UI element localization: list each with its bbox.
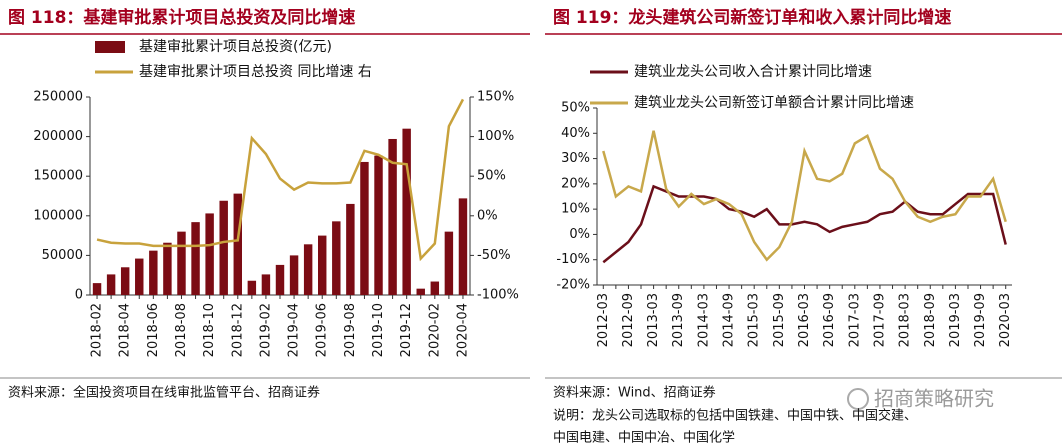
y-tick-label: 20% bbox=[561, 176, 590, 191]
x-tick-label: 2016-03 bbox=[797, 293, 812, 347]
bar bbox=[275, 264, 285, 295]
y-tick-label: -20% bbox=[556, 278, 590, 293]
x-tick-label: 2020-03 bbox=[998, 293, 1013, 347]
x-tick-label: 2018-09 bbox=[923, 293, 938, 347]
x-tick-label: 2015-03 bbox=[747, 293, 762, 347]
x-tick-label: 2012-09 bbox=[621, 293, 636, 347]
chart-title: 图 118：基建审批累计项目总投资及同比增速 bbox=[8, 7, 355, 28]
x-tick-label: 2019-06 bbox=[315, 303, 330, 357]
note: 中国电建、中国中冶、中国化学 bbox=[553, 430, 735, 446]
legend-label: 基建审批累计项目总投资 同比增速 右 bbox=[139, 63, 372, 80]
bar bbox=[120, 267, 130, 295]
bar bbox=[219, 200, 228, 295]
x-tick-label: 2018-08 bbox=[174, 303, 189, 357]
bar bbox=[332, 221, 341, 295]
bar bbox=[149, 250, 158, 295]
line bbox=[602, 130, 1007, 262]
bar bbox=[430, 281, 440, 295]
x-tick-label: 2015-09 bbox=[772, 293, 787, 347]
y-tick-label: 50% bbox=[561, 101, 590, 116]
x-tick-label: 2017-03 bbox=[847, 293, 862, 347]
legend-swatch bbox=[95, 41, 125, 53]
bar bbox=[402, 128, 411, 295]
x-tick-label: 2017-09 bbox=[872, 293, 887, 347]
bar bbox=[92, 283, 102, 295]
x-tick-label: 2018-06 bbox=[146, 303, 161, 357]
x-tick-label: 2020-02 bbox=[427, 303, 442, 357]
bar bbox=[303, 244, 313, 295]
y2-tick-label: 150% bbox=[477, 90, 514, 105]
y-tick-label: 40% bbox=[561, 126, 590, 141]
y-tick-label: 30% bbox=[561, 151, 590, 166]
x-tick-label: 2012-03 bbox=[596, 293, 611, 347]
x-tick-label: 2019-10 bbox=[371, 303, 386, 357]
bar bbox=[346, 203, 355, 295]
line bbox=[602, 184, 1007, 264]
y-tick-label: 150000 bbox=[33, 169, 83, 184]
bar bbox=[247, 280, 257, 295]
x-tick-label: 2019-08 bbox=[343, 303, 358, 357]
bar bbox=[388, 138, 397, 295]
watermark: 招商策略研究 bbox=[874, 387, 994, 411]
x-tick-label: 2019-04 bbox=[287, 303, 302, 357]
x-tick-label: 2018-04 bbox=[118, 303, 133, 357]
y2-tick-label: -50% bbox=[477, 248, 511, 263]
bar bbox=[177, 231, 186, 295]
y2-tick-label: -100% bbox=[477, 288, 519, 303]
y2-tick-label: 100% bbox=[477, 129, 514, 144]
bar bbox=[416, 288, 425, 295]
source: 资料来源：全国投资项目在线审批监管平台、招商证券 bbox=[8, 385, 320, 401]
x-tick-label: 2013-09 bbox=[671, 293, 686, 347]
bar bbox=[106, 274, 116, 295]
x-tick-label: 2014-03 bbox=[696, 293, 711, 347]
legend-label: 建筑业龙头公司新签订单额合计累计同比增速 bbox=[634, 94, 914, 111]
bar bbox=[135, 258, 144, 295]
y-tick-label: 10% bbox=[561, 202, 590, 217]
x-tick-label: 2019-12 bbox=[399, 303, 414, 357]
x-tick-label: 2018-12 bbox=[230, 303, 245, 357]
bar bbox=[360, 161, 369, 295]
x-tick-label: 2018-10 bbox=[202, 303, 217, 357]
bar bbox=[261, 274, 271, 295]
x-tick-label: 2019-03 bbox=[948, 293, 963, 347]
chart-title: 图 119：龙头建筑公司新签订单和收入累计同比增速 bbox=[553, 7, 951, 28]
legend-label: 建筑业龙头公司收入合计累计同比增速 bbox=[634, 64, 872, 80]
bar bbox=[205, 213, 214, 295]
y2-tick-label: 0% bbox=[477, 208, 498, 223]
y-tick-label: 50000 bbox=[42, 248, 83, 263]
x-tick-label: 2019-09 bbox=[973, 293, 988, 347]
bar bbox=[444, 231, 454, 295]
bar bbox=[163, 242, 172, 295]
bar bbox=[318, 235, 327, 295]
legend-label: 基建审批累计项目总投资(亿元) bbox=[139, 38, 332, 55]
bar bbox=[289, 255, 299, 295]
note: 说明：龙头公司选取标的包括中国铁建、中国中铁、中国交建、 bbox=[553, 408, 917, 424]
y-tick-label: 100000 bbox=[33, 208, 83, 223]
y-tick-label: 0% bbox=[569, 227, 590, 242]
y-tick-label: 250000 bbox=[33, 90, 83, 105]
x-tick-label: 2016-09 bbox=[822, 293, 837, 347]
bar bbox=[191, 222, 200, 295]
watermark-icon bbox=[847, 388, 869, 410]
x-tick-label: 2014-09 bbox=[722, 293, 737, 347]
y-tick-label: -10% bbox=[556, 252, 590, 267]
x-tick-label: 2020-04 bbox=[455, 303, 470, 357]
y2-tick-label: 50% bbox=[477, 169, 506, 184]
source: 资料来源：Wind、招商证券 bbox=[553, 385, 716, 401]
y-tick-label: 200000 bbox=[33, 129, 83, 144]
x-tick-label: 2018-02 bbox=[90, 303, 105, 357]
y-tick-label: 0 bbox=[75, 288, 83, 303]
bar bbox=[233, 193, 242, 295]
bar bbox=[374, 155, 383, 295]
x-tick-label: 2018-03 bbox=[898, 293, 913, 347]
x-tick-label: 2019-02 bbox=[258, 303, 273, 357]
line bbox=[96, 98, 465, 262]
x-tick-label: 2013-03 bbox=[646, 293, 661, 347]
bar bbox=[458, 198, 468, 295]
